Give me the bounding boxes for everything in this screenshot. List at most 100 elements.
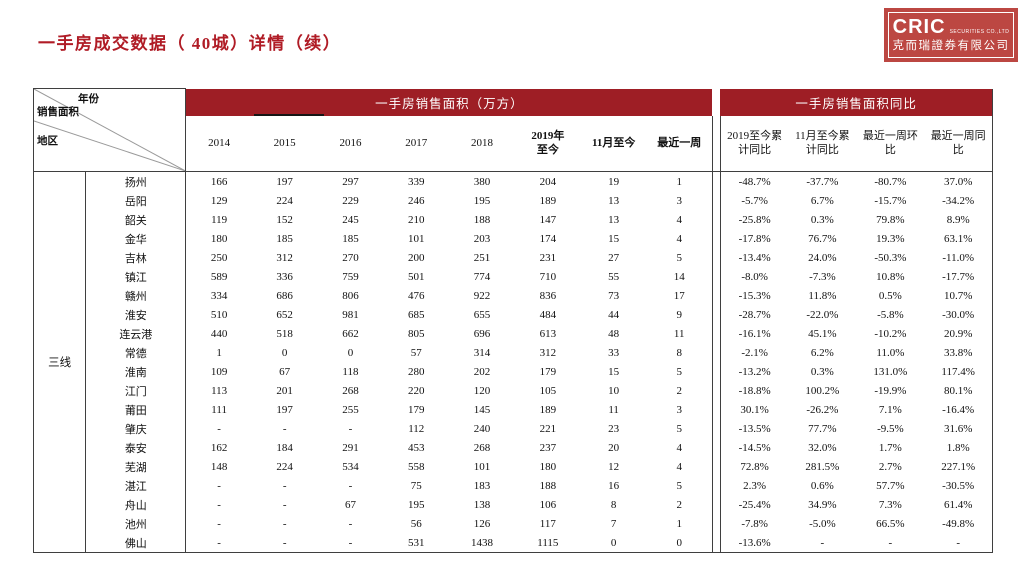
- area-value: 180: [210, 232, 228, 245]
- area-value: 312: [539, 346, 557, 359]
- column-divider: [711, 305, 721, 324]
- housing-data-table: 年份 销售面积 地区 一手房销售面积（万方） 一手房销售面积同比 2014 20…: [32, 88, 994, 553]
- area-value: 200: [408, 251, 425, 264]
- pct-value: -25.4%: [738, 498, 771, 511]
- area-value: 312: [276, 251, 293, 264]
- area-value: 13: [608, 194, 620, 207]
- table-row: 泰安 162 184 291 453 268 237 20 4 -14.5% 3…: [34, 438, 994, 457]
- area-value: -: [348, 479, 353, 492]
- area-value: -: [217, 498, 221, 511]
- area-value: 145: [473, 403, 491, 416]
- pct-value: -11.0%: [924, 248, 994, 267]
- city-name: 莆田: [85, 400, 187, 419]
- area-value: 117: [539, 517, 556, 530]
- area-value: 246: [408, 194, 425, 207]
- area-value: 510: [210, 308, 228, 321]
- area-value: 185: [276, 232, 293, 245]
- area-value: 27: [608, 251, 620, 264]
- column-divider: [711, 286, 721, 305]
- pct-value: -50.3%: [874, 251, 907, 264]
- cric-logo: CRIC SECURITIES CO.,LTD 克而瑞證券有限公司: [884, 8, 1018, 62]
- area-value: 202: [473, 365, 491, 378]
- column-divider: [711, 457, 721, 476]
- area-value: 33: [608, 346, 620, 359]
- area-value: 8: [610, 498, 617, 511]
- pct-value: -37.7%: [806, 175, 839, 188]
- col-header-nov-ytd-yoy: 11月至今累 计同比: [788, 115, 857, 172]
- pct-value: -16.1%: [738, 327, 771, 340]
- area-value: 1: [676, 517, 682, 530]
- pct-value: 0.3%: [810, 213, 834, 226]
- column-divider: [711, 476, 721, 495]
- pct-value: -13.6%: [720, 533, 789, 553]
- city-name: 泰安: [85, 438, 187, 457]
- table-row: 淮南 109 67 118 280 202 179 15 5 -13.2% 0.…: [34, 362, 994, 381]
- area-value: 188: [473, 213, 491, 226]
- pct-value: 61.4%: [924, 495, 994, 514]
- area-value: 1115: [514, 533, 581, 553]
- cric-logo-frame: CRIC SECURITIES CO.,LTD 克而瑞證券有限公司: [888, 12, 1014, 58]
- pct-value: 0.5%: [878, 289, 902, 302]
- area-value: 380: [473, 175, 491, 188]
- area-value: 197: [276, 403, 293, 416]
- area-value: -: [317, 533, 384, 553]
- pct-value: 63.1%: [924, 229, 994, 248]
- area-value: 836: [539, 289, 557, 302]
- pct-value: 37.0%: [924, 171, 994, 191]
- area-value: 101: [473, 460, 491, 473]
- table-row: 湛江 - - - 75 183 188 16 5 2.3% 0.6% 57.7%…: [34, 476, 994, 495]
- area-value: 5: [676, 365, 682, 378]
- area-value: 710: [539, 270, 557, 283]
- city-name: 扬州: [85, 171, 187, 191]
- area-value: 686: [276, 289, 293, 302]
- area-value: 13: [608, 213, 620, 226]
- city-name: 淮南: [85, 362, 187, 381]
- logo-brand-text: CRIC: [892, 16, 946, 39]
- pct-value: -18.8%: [738, 384, 771, 397]
- city-name: 岳阳: [85, 191, 187, 210]
- area-value: 221: [539, 422, 557, 435]
- area-value: 4: [676, 460, 682, 473]
- area-value: 280: [408, 365, 425, 378]
- area-value: 129: [210, 194, 228, 207]
- area-value: 189: [539, 194, 557, 207]
- area-value: 245: [342, 213, 359, 226]
- area-value: 147: [539, 213, 557, 226]
- pct-value: -5.0%: [809, 517, 836, 530]
- band-underline-artifact: [254, 113, 325, 116]
- area-value: 2: [676, 384, 682, 397]
- pct-value: 131.0%: [873, 365, 908, 378]
- pct-value: 31.6%: [924, 419, 994, 438]
- area-value: 10: [608, 384, 620, 397]
- column-divider: [711, 267, 721, 286]
- col-header-last-week-wow: 最近一周环 比: [856, 115, 925, 172]
- area-value: 118: [342, 365, 359, 378]
- pct-value: 8.9%: [924, 210, 994, 229]
- area-value: 105: [539, 384, 557, 397]
- pct-value: 227.1%: [924, 457, 994, 476]
- area-value: 5: [676, 251, 682, 264]
- area-value: 19: [608, 175, 620, 188]
- area-value: 3: [676, 403, 682, 416]
- pct-value: 79.8%: [876, 213, 905, 226]
- col-header-2017: 2017: [383, 115, 450, 172]
- pct-value: 24.0%: [808, 251, 837, 264]
- city-name: 肇庆: [85, 419, 187, 438]
- column-divider: [711, 191, 721, 210]
- group-header-sales-area-label: 一手房销售面积（万方）: [375, 96, 524, 111]
- area-value: 12: [608, 460, 620, 473]
- pct-value: -19.9%: [874, 384, 907, 397]
- pct-value: -15.3%: [738, 289, 771, 302]
- pct-value: 57.7%: [876, 479, 905, 492]
- pct-value: -13.4%: [738, 251, 771, 264]
- area-value: 11: [608, 403, 619, 416]
- city-name: 芜湖: [85, 457, 187, 476]
- area-value: 240: [473, 422, 491, 435]
- table-row: 岳阳 129 224 229 246 195 189 13 3 -5.7% 6.…: [34, 191, 994, 210]
- area-value: 73: [608, 289, 620, 302]
- area-value: 152: [276, 213, 293, 226]
- area-value: 250: [210, 251, 228, 264]
- area-value: 531: [383, 533, 450, 553]
- area-value: -: [348, 422, 353, 435]
- pct-value: 77.7%: [808, 422, 837, 435]
